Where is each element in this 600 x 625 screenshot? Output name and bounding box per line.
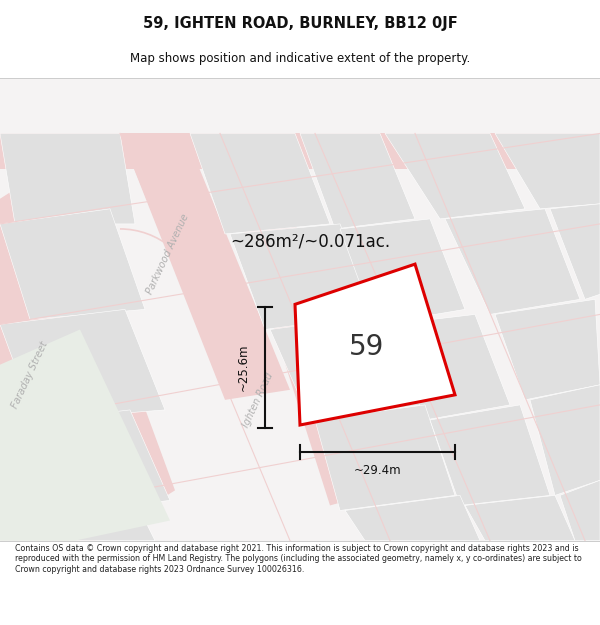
Polygon shape — [390, 314, 510, 420]
Polygon shape — [120, 133, 290, 400]
Polygon shape — [465, 496, 575, 541]
Text: Contains OS data © Crown copyright and database right 2021. This information is : Contains OS data © Crown copyright and d… — [15, 544, 582, 574]
Polygon shape — [345, 496, 480, 541]
Text: Map shows position and indicative extent of the property.: Map shows position and indicative extent… — [130, 52, 470, 65]
Polygon shape — [340, 219, 465, 324]
Polygon shape — [530, 385, 600, 496]
Polygon shape — [0, 133, 135, 224]
Polygon shape — [0, 133, 600, 169]
Polygon shape — [385, 133, 525, 219]
Text: Parkwood Avenue: Parkwood Avenue — [145, 213, 191, 296]
Polygon shape — [0, 209, 145, 319]
Text: 59: 59 — [349, 333, 384, 361]
Polygon shape — [270, 314, 420, 420]
Polygon shape — [295, 264, 455, 425]
Polygon shape — [0, 309, 165, 420]
Polygon shape — [560, 480, 600, 541]
Polygon shape — [430, 405, 550, 506]
Polygon shape — [445, 209, 580, 314]
Polygon shape — [0, 329, 170, 541]
Polygon shape — [220, 149, 385, 506]
Text: ~29.4m: ~29.4m — [353, 464, 401, 477]
Text: 59, IGHTEN ROAD, BURNLEY, BB12 0JF: 59, IGHTEN ROAD, BURNLEY, BB12 0JF — [143, 16, 457, 31]
Polygon shape — [550, 204, 600, 299]
Text: ~286m²/~0.071ac.: ~286m²/~0.071ac. — [230, 232, 390, 250]
Polygon shape — [300, 133, 415, 229]
Polygon shape — [190, 133, 330, 234]
Polygon shape — [0, 410, 170, 516]
Polygon shape — [495, 299, 600, 400]
Polygon shape — [0, 164, 175, 541]
Polygon shape — [230, 224, 375, 329]
Text: Faraday Street: Faraday Street — [10, 339, 50, 410]
Polygon shape — [495, 133, 600, 209]
Text: Ighten Road: Ighten Road — [241, 371, 275, 429]
Polygon shape — [0, 501, 155, 541]
Text: ~25.6m: ~25.6m — [236, 344, 250, 391]
Polygon shape — [315, 405, 455, 511]
